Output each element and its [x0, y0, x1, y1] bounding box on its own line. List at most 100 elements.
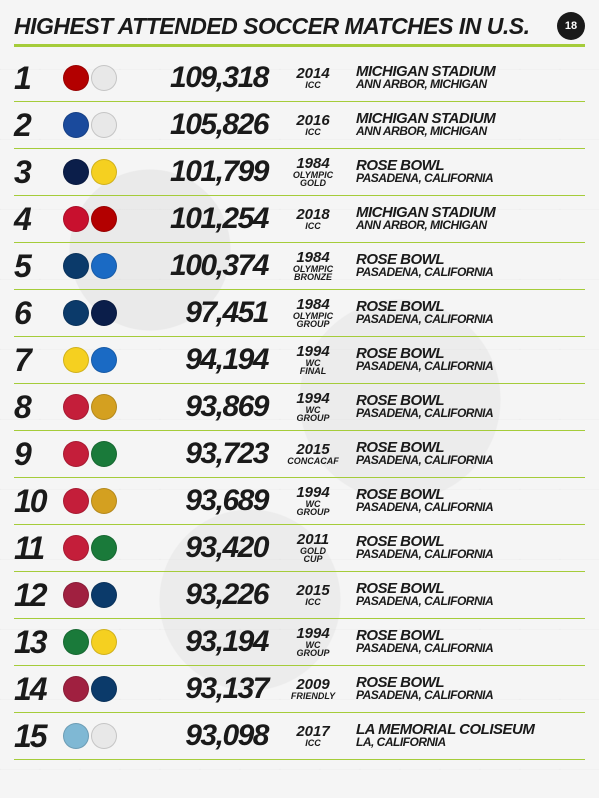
- publisher-logo: 18: [557, 12, 585, 40]
- team1-crest-icon: [63, 159, 89, 185]
- match-row: 4 101,254 2018 ICC MICHIGAN STADIUM ANN …: [14, 196, 585, 243]
- match-year: 2009: [296, 678, 329, 692]
- city-state: PASADENA, CALIFORNIA: [356, 361, 585, 372]
- location-box: ROSE BOWL PASADENA, CALIFORNIA: [352, 488, 585, 514]
- page-title: HIGHEST ATTENDED SOCCER MATCHES IN U.S.: [14, 13, 530, 40]
- rank-number: 14: [14, 671, 54, 708]
- match-year: 2014: [296, 67, 329, 81]
- team2-crest-icon: [91, 159, 117, 185]
- attendance-value: 93,194: [126, 625, 274, 659]
- team-crests: [58, 582, 122, 608]
- competition-label: WC GROUP: [296, 641, 329, 657]
- match-year: 1994: [296, 392, 329, 406]
- rank-number: 11: [14, 530, 54, 567]
- rank-number: 15: [14, 718, 54, 755]
- attendance-value: 109,318: [126, 61, 274, 95]
- location-box: MICHIGAN STADIUM ANN ARBOR, MICHIGAN: [352, 65, 585, 91]
- rank-number: 13: [14, 624, 54, 661]
- location-box: LA MEMORIAL COLISEUM LA, CALIFORNIA: [352, 723, 585, 749]
- match-row: 11 93,420 2011 GOLD CUP ROSE BOWL PASADE…: [14, 525, 585, 572]
- year-competition: 1994 WC GROUP: [278, 627, 348, 657]
- city-state: ANN ARBOR, MICHIGAN: [356, 79, 585, 90]
- location-box: ROSE BOWL PASADENA, CALIFORNIA: [352, 347, 585, 373]
- year-competition: 2011 GOLD CUP: [278, 533, 348, 563]
- city-state: PASADENA, CALIFORNIA: [356, 690, 585, 701]
- team2-crest-icon: [91, 206, 117, 232]
- match-year: 1984: [296, 157, 329, 171]
- match-row: 6 97,451 1984 OLYMPIC GROUP ROSE BOWL PA…: [14, 290, 585, 337]
- match-row: 5 100,374 1984 OLYMPIC BRONZE ROSE BOWL …: [14, 243, 585, 290]
- year-competition: 1994 WC FINAL: [278, 345, 348, 375]
- match-year: 2011: [297, 533, 329, 547]
- location-box: ROSE BOWL PASADENA, CALIFORNIA: [352, 441, 585, 467]
- team-crests: [58, 206, 122, 232]
- team1-crest-icon: [63, 582, 89, 608]
- match-row: 14 93,137 2009 FRIENDLY ROSE BOWL PASADE…: [14, 666, 585, 713]
- attendance-value: 93,689: [126, 484, 274, 518]
- team2-crest-icon: [91, 582, 117, 608]
- match-row: 2 105,826 2016 ICC MICHIGAN STADIUM ANN …: [14, 102, 585, 149]
- team1-crest-icon: [63, 488, 89, 514]
- rank-number: 2: [14, 107, 54, 144]
- year-competition: 2014 ICC: [278, 67, 348, 89]
- city-state: PASADENA, CALIFORNIA: [356, 455, 585, 466]
- team1-crest-icon: [63, 629, 89, 655]
- attendance-value: 101,254: [126, 202, 274, 236]
- team-crests: [58, 535, 122, 561]
- year-competition: 2017 ICC: [278, 725, 348, 747]
- team-crests: [58, 676, 122, 702]
- match-year: 2015: [296, 584, 329, 598]
- team2-crest-icon: [91, 676, 117, 702]
- match-row: 9 93,723 2015 CONCACAF ROSE BOWL PASADEN…: [14, 431, 585, 478]
- attendance-value: 94,194: [126, 343, 274, 377]
- year-competition: 1994 WC GROUP: [278, 392, 348, 422]
- location-box: ROSE BOWL PASADENA, CALIFORNIA: [352, 394, 585, 420]
- rank-number: 10: [14, 483, 54, 520]
- rank-number: 7: [14, 342, 54, 379]
- team1-crest-icon: [63, 394, 89, 420]
- location-box: ROSE BOWL PASADENA, CALIFORNIA: [352, 629, 585, 655]
- team1-crest-icon: [63, 676, 89, 702]
- match-row: 7 94,194 1994 WC FINAL ROSE BOWL PASADEN…: [14, 337, 585, 384]
- infographic-content: HIGHEST ATTENDED SOCCER MATCHES IN U.S. …: [0, 0, 599, 760]
- team2-crest-icon: [91, 347, 117, 373]
- match-year: 1994: [296, 345, 329, 359]
- team1-crest-icon: [63, 65, 89, 91]
- city-state: LA, CALIFORNIA: [356, 737, 585, 748]
- match-row: 15 93,098 2017 ICC LA MEMORIAL COLISEUM …: [14, 713, 585, 760]
- competition-label: GOLD CUP: [300, 547, 326, 563]
- match-year: 1984: [296, 251, 329, 265]
- match-year: 2017: [296, 725, 329, 739]
- competition-label: FRIENDLY: [291, 692, 335, 700]
- location-box: MICHIGAN STADIUM ANN ARBOR, MICHIGAN: [352, 206, 585, 232]
- match-year: 2015: [296, 443, 329, 457]
- match-year: 1994: [296, 627, 329, 641]
- team2-crest-icon: [91, 300, 117, 326]
- competition-label: OLYMPIC GOLD: [293, 171, 333, 187]
- team-crests: [58, 629, 122, 655]
- team-crests: [58, 159, 122, 185]
- rank-number: 1: [14, 60, 54, 97]
- competition-label: OLYMPIC GROUP: [293, 312, 333, 328]
- team2-crest-icon: [91, 112, 117, 138]
- rank-number: 3: [14, 154, 54, 191]
- competition-label: CONCACAF: [287, 457, 339, 465]
- team-crests: [58, 347, 122, 373]
- location-box: ROSE BOWL PASADENA, CALIFORNIA: [352, 535, 585, 561]
- attendance-value: 93,420: [126, 531, 274, 565]
- attendance-value: 101,799: [126, 155, 274, 189]
- team-crests: [58, 300, 122, 326]
- location-box: MICHIGAN STADIUM ANN ARBOR, MICHIGAN: [352, 112, 585, 138]
- rank-number: 8: [14, 389, 54, 426]
- year-competition: 2018 ICC: [278, 208, 348, 230]
- team2-crest-icon: [91, 488, 117, 514]
- attendance-value: 105,826: [126, 108, 274, 142]
- team-crests: [58, 394, 122, 420]
- attendance-value: 97,451: [126, 296, 274, 330]
- match-row: 10 93,689 1994 WC GROUP ROSE BOWL PASADE…: [14, 478, 585, 525]
- match-year: 1984: [296, 298, 329, 312]
- rank-number: 5: [14, 248, 54, 285]
- attendance-value: 93,098: [126, 719, 274, 753]
- match-row: 8 93,869 1994 WC GROUP ROSE BOWL PASADEN…: [14, 384, 585, 431]
- year-competition: 2015 ICC: [278, 584, 348, 606]
